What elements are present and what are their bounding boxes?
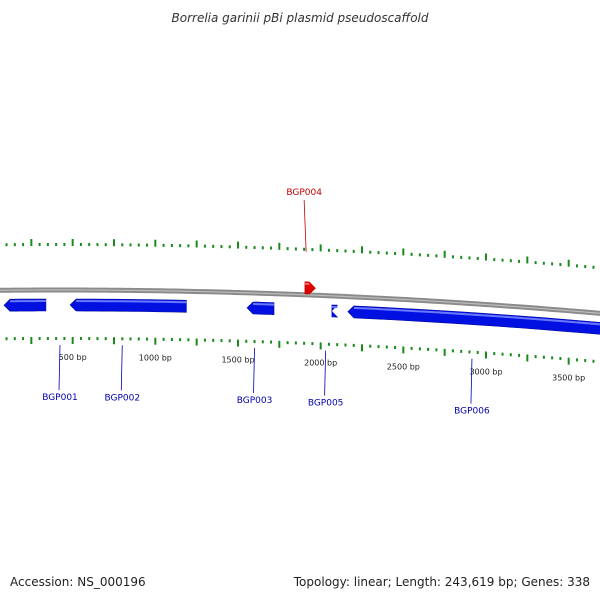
gene-arrow-highlight [253,303,275,306]
top-tick-track [5,239,595,269]
gene-arrow-bgp006[interactable] [347,305,600,335]
position-label: 2000 bp [304,358,337,367]
plasmid-backbone-highlight [0,289,600,314]
position-label: 3500 bp [552,374,585,383]
gene-leader-line [470,358,473,404]
gene-leader-line [324,350,327,396]
position-label: 1000 bp [139,354,172,363]
accession-text: Accession: NS_000196 [10,575,146,589]
position-label: 1500 bp [221,356,254,365]
gene-label-bgp005[interactable]: BGP005 [308,399,344,409]
gene-arrow-highlight [76,300,187,304]
gene-label-bgp006[interactable]: BGP006 [454,407,490,417]
gene-leader-line [253,348,255,394]
gene-arrow-highlight [353,306,600,326]
bottom-tick-track [5,337,595,365]
gene-leader-line [58,344,61,391]
position-label: 3000 bp [469,368,502,377]
gene-label-bgp003[interactable]: BGP003 [237,396,273,406]
gene-labels: BGP001 BGP002 BGP003 BGP004 BGP005 BGP006 [42,188,490,417]
position-labels: 500 bp 1000 bp 1500 bp 2000 bp 2500 bp 3000 b… [59,353,586,383]
position-label: 2500 bp [387,362,420,371]
gene-label-bgp002[interactable]: BGP002 [104,393,140,403]
gene-label-bgp001[interactable]: BGP001 [42,393,78,403]
topology-summary: Topology: linear; Length: 243,619 bp; Ge… [293,575,590,589]
gene-label-bgp004[interactable]: BGP004 [286,188,322,198]
position-label: 500 bp [59,353,87,362]
gene-leader-line [120,345,123,391]
gene-track [3,281,600,335]
gene-leader-line [303,199,307,252]
map-title: Borrelia garinii pBi plasmid pseudoscaff… [172,11,429,25]
